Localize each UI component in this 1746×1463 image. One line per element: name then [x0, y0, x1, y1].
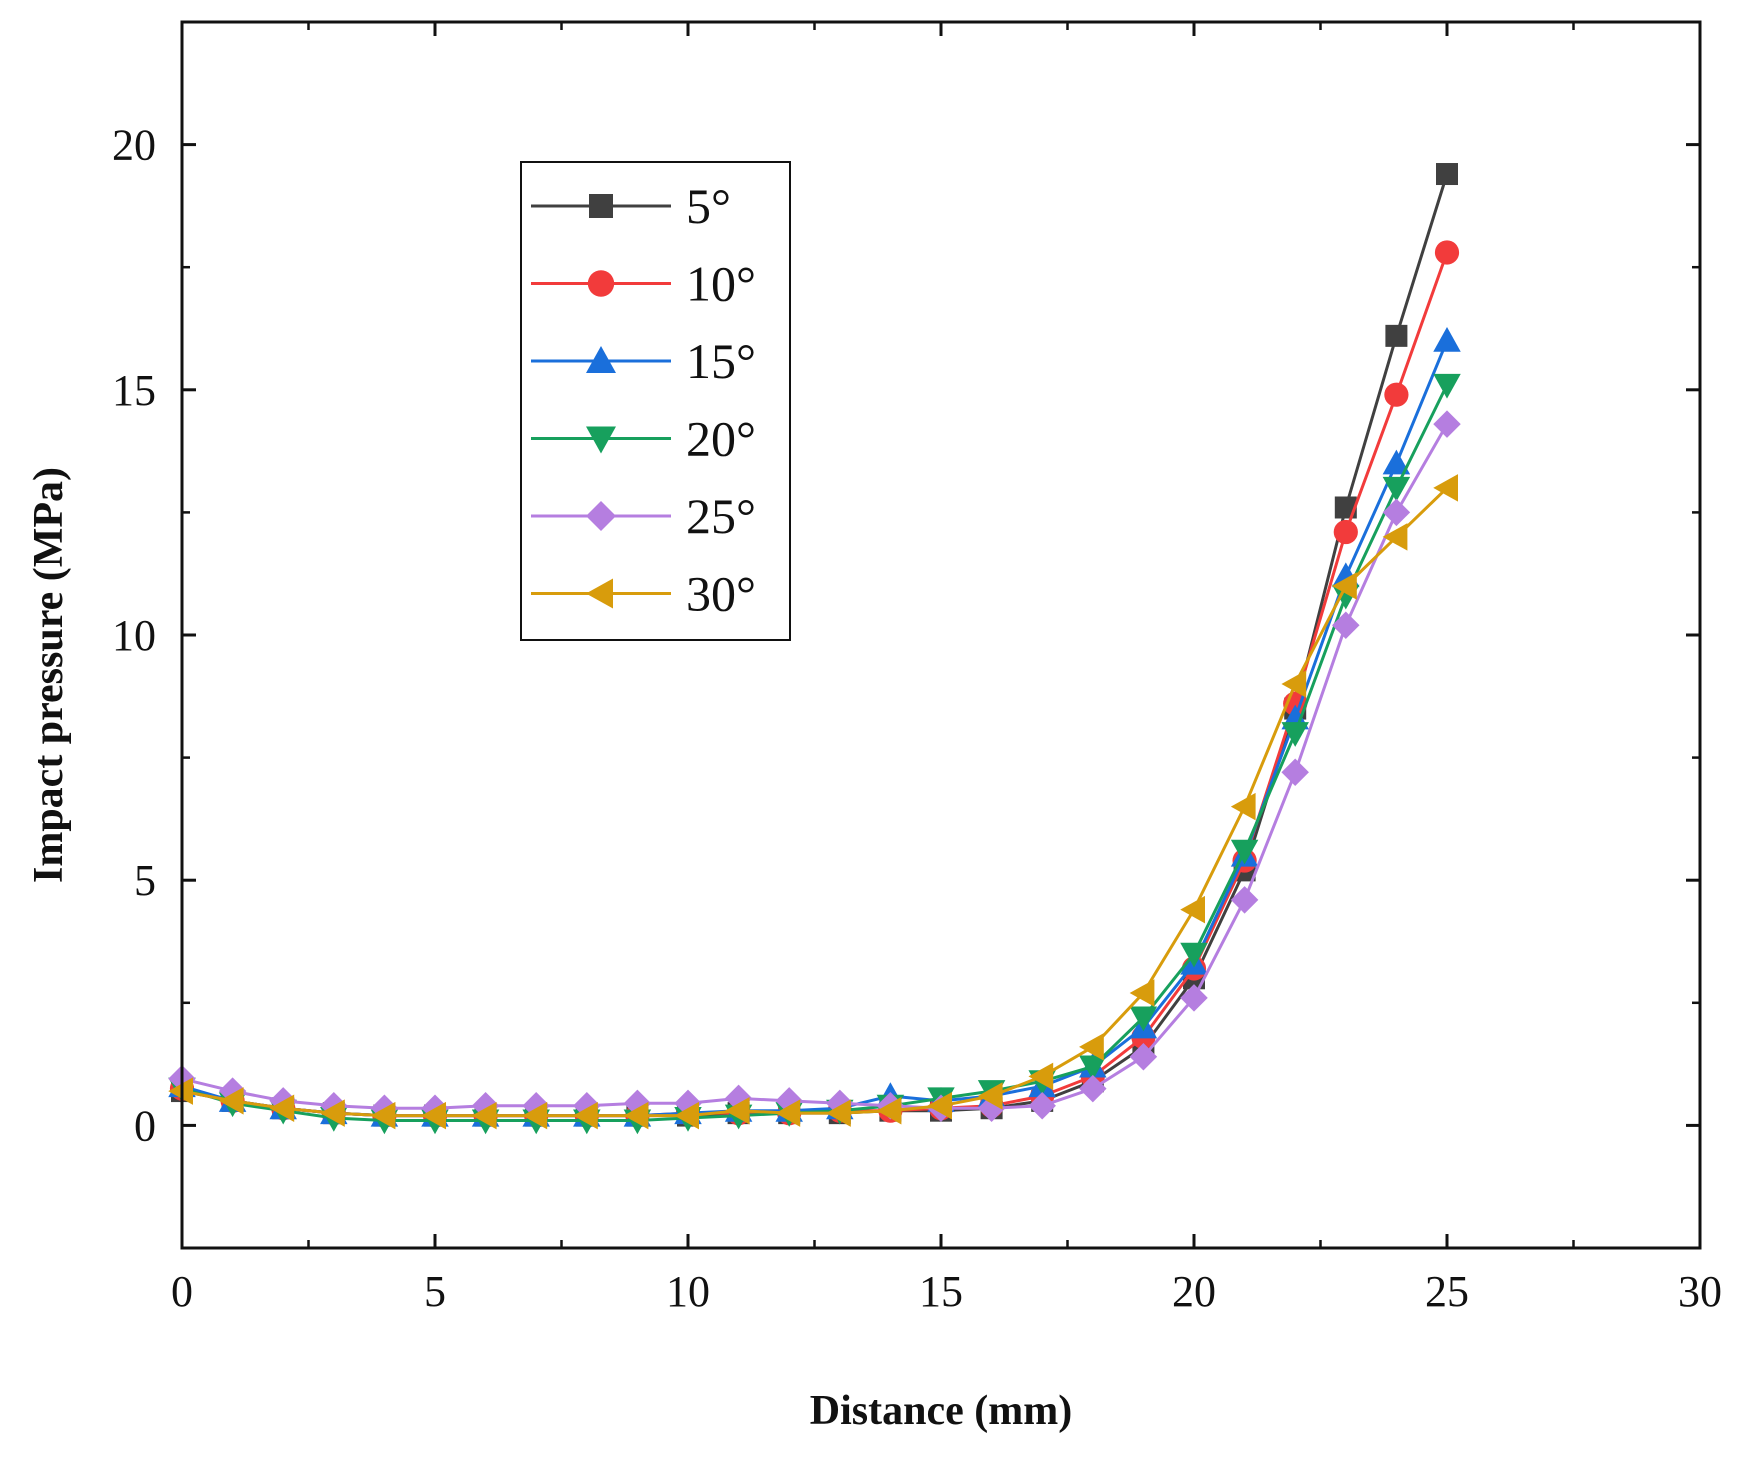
legend-item: 10° — [531, 256, 756, 312]
plot-frame — [180, 20, 1702, 1250]
data-point — [927, 1092, 952, 1120]
data-point — [1433, 410, 1461, 438]
legend-item: 25° — [531, 488, 756, 544]
data-point — [1180, 895, 1205, 924]
data-point — [1382, 476, 1411, 502]
data-point — [1180, 942, 1208, 968]
legend-box — [520, 161, 791, 641]
legend-swatch-marker — [587, 270, 615, 297]
legend-item: 5° — [531, 178, 731, 234]
data-point — [876, 1096, 902, 1125]
data-point — [1028, 1092, 1056, 1120]
data-point — [1434, 240, 1460, 265]
y-tick-label: 15 — [112, 366, 156, 415]
legend-label: 25° — [686, 488, 756, 544]
data-point — [320, 1099, 345, 1127]
data-point — [1333, 519, 1358, 545]
legend-swatch-marker — [586, 501, 616, 531]
data-point — [522, 1101, 548, 1130]
x-tick-label: 20 — [1172, 1267, 1216, 1316]
y-axis-label: Impact pressure (MPa) — [26, 467, 72, 883]
data-point — [1382, 523, 1408, 551]
x-tick-label: 0 — [171, 1267, 193, 1316]
data-point — [977, 1082, 1003, 1110]
data-point — [1332, 611, 1360, 639]
x-tick-label: 30 — [1678, 1267, 1722, 1316]
y-tick-label: 10 — [112, 611, 156, 660]
legend-item: 30° — [531, 566, 756, 622]
data-point — [1079, 1033, 1104, 1061]
legend-label: 15° — [686, 333, 756, 389]
y-tick-label: 20 — [112, 121, 156, 170]
data-point — [269, 1094, 295, 1122]
x-tick-label: 25 — [1425, 1267, 1469, 1316]
data-point — [1382, 449, 1411, 475]
data-point — [471, 1101, 497, 1130]
data-point — [1079, 1074, 1107, 1103]
legend-label: 10° — [686, 256, 756, 312]
data-point — [1129, 979, 1155, 1007]
data-point — [1385, 324, 1408, 347]
data-point — [218, 1087, 244, 1115]
x-tick-label: 5 — [424, 1267, 446, 1316]
data-point — [1433, 373, 1461, 399]
legend-item: 15° — [531, 333, 756, 389]
legend: 5° 10° 15° 20° 25° 30° — [520, 161, 791, 641]
data-point — [1382, 498, 1411, 527]
data-point — [1028, 1062, 1054, 1091]
data-point — [623, 1101, 649, 1130]
data-point — [1281, 670, 1307, 698]
series-6 — [168, 474, 1458, 1130]
data-point — [1230, 839, 1259, 865]
data-point — [421, 1101, 446, 1130]
legend-swatch-marker — [586, 346, 616, 373]
series-layer — [168, 163, 1461, 1135]
legend-label: 5° — [686, 178, 731, 234]
data-point — [1281, 722, 1309, 747]
data-point — [1436, 163, 1458, 186]
legend-item: 20° — [531, 411, 756, 467]
legend-swatch-marker — [586, 578, 613, 609]
data-point — [674, 1101, 699, 1130]
legend-label: 20° — [686, 411, 756, 467]
x-tick-label: 15 — [919, 1267, 963, 1316]
data-point — [573, 1101, 598, 1130]
data-point — [1281, 758, 1309, 787]
data-point — [1332, 572, 1357, 600]
x-axis-label: Distance (mm) — [810, 1388, 1072, 1434]
x-tick-label: 10 — [666, 1267, 710, 1316]
data-point — [1079, 1055, 1107, 1081]
data-point — [1129, 1006, 1158, 1032]
data-point — [1384, 382, 1409, 407]
data-point — [1129, 1042, 1158, 1071]
legend-swatch-marker — [586, 426, 616, 454]
data-point — [775, 1099, 801, 1127]
data-point — [1433, 327, 1461, 352]
legend-label: 30° — [686, 566, 756, 622]
tick-labels: 0 5 10 15 20 25 30 0 5 10 15 20 — [112, 121, 1722, 1316]
y-tick-label: 0 — [134, 1101, 156, 1150]
y-tick-label: 5 — [134, 856, 156, 905]
data-point — [1180, 984, 1208, 1012]
data-point — [1230, 792, 1256, 821]
data-point — [370, 1101, 396, 1130]
data-point — [826, 1099, 851, 1127]
legend-swatch-marker — [589, 194, 613, 218]
data-point — [1433, 474, 1458, 502]
data-point — [724, 1096, 750, 1125]
data-point — [1230, 886, 1259, 914]
